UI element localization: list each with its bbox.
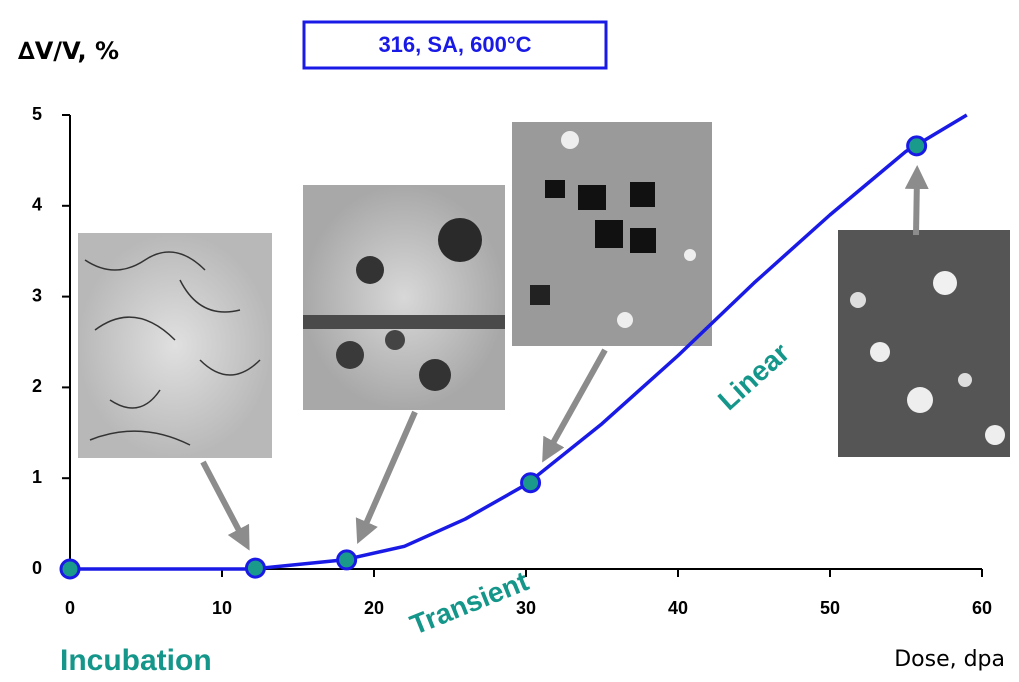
y-tick-label: 0 bbox=[32, 558, 42, 578]
micrograph bbox=[512, 122, 712, 346]
micrograph bbox=[838, 230, 1010, 457]
y-axis-label: ∆V/V, % bbox=[18, 37, 119, 65]
micrograph bbox=[78, 233, 272, 458]
annotation: Linear bbox=[712, 337, 795, 416]
x-tick-label: 0 bbox=[65, 598, 75, 618]
x-tick-label: 30 bbox=[516, 598, 536, 618]
marker bbox=[338, 551, 356, 569]
y-tick-label: 5 bbox=[32, 104, 42, 124]
chart-title: 316, SA, 600°C bbox=[378, 32, 531, 57]
x-tick-label: 50 bbox=[820, 598, 840, 618]
annotation: Incubation bbox=[60, 644, 212, 677]
marker bbox=[246, 559, 264, 577]
x-tick-label: 40 bbox=[668, 598, 688, 618]
y-tick-label: 2 bbox=[32, 376, 42, 396]
marker bbox=[522, 474, 540, 492]
micrograph bbox=[303, 185, 505, 410]
marker bbox=[61, 560, 79, 578]
y-tick-label: 1 bbox=[32, 467, 42, 487]
x-tick-label: 10 bbox=[212, 598, 232, 618]
x-tick-label: 60 bbox=[972, 598, 992, 618]
marker bbox=[908, 137, 926, 155]
x-axis-label: Dose, dpa bbox=[894, 647, 1005, 672]
chart: 316, SA, 600°C ∆V/V, % Dose, dpa 0123450… bbox=[0, 0, 1019, 682]
y-tick-label: 4 bbox=[32, 195, 42, 215]
x-tick-label: 20 bbox=[364, 598, 384, 618]
annotation: Transient bbox=[406, 565, 533, 640]
y-tick-label: 3 bbox=[32, 285, 42, 305]
